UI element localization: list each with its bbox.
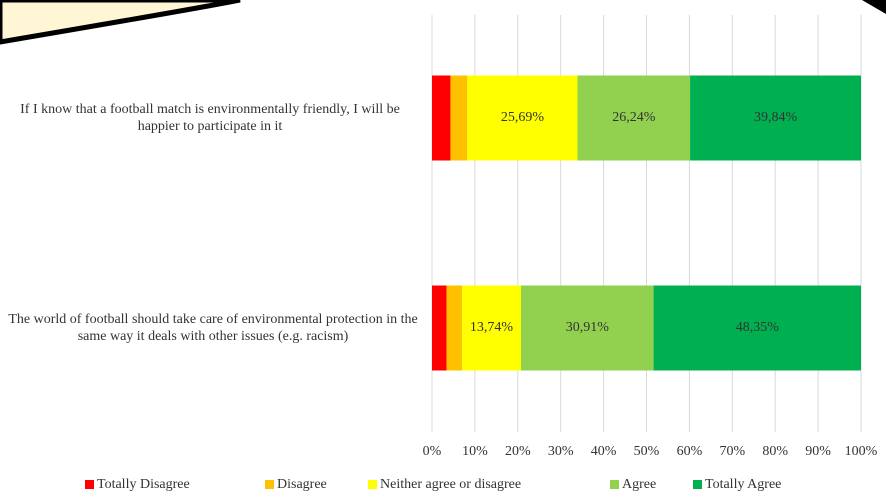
value-label: 39,84%: [754, 110, 798, 125]
x-tick-label: 60%: [677, 444, 703, 459]
value-label: 48,35%: [736, 320, 780, 335]
bar-segment: [462, 285, 521, 371]
bar-segment: [467, 75, 578, 161]
x-tick-label: 100%: [845, 444, 878, 459]
x-tick-label: 70%: [719, 444, 745, 459]
value-label: 30,91%: [566, 320, 610, 335]
bar-segment: [653, 285, 861, 371]
legend-swatch: [85, 480, 94, 489]
bar-segment: [520, 285, 654, 371]
legend-swatch: [610, 480, 619, 489]
legend-label: Totally Disagree: [97, 477, 190, 492]
legend-swatch: [368, 480, 377, 489]
bar-segment: [577, 75, 691, 161]
x-tick-label: 40%: [591, 444, 617, 459]
x-tick-label: 10%: [462, 444, 488, 459]
value-label: 25,69%: [501, 110, 545, 125]
decoration: [862, 0, 886, 14]
category-label: The world of football should take care o…: [8, 312, 418, 344]
x-tick-label: 20%: [505, 444, 531, 459]
legend-label: Totally Agree: [705, 477, 781, 492]
category-label: If I know that a football match is envir…: [20, 102, 400, 134]
bar-segment: [690, 75, 861, 161]
value-label: 13,74%: [470, 320, 514, 335]
legend-label: Agree: [622, 477, 656, 492]
x-tick-label: 0%: [423, 444, 442, 459]
legend-label: Neither agree or disagree: [380, 477, 521, 492]
x-tick-label: 50%: [634, 444, 660, 459]
x-tick-label: 90%: [805, 444, 831, 459]
bar-segment: [432, 285, 447, 371]
legend-label: Disagree: [277, 477, 327, 492]
bar-segment: [432, 75, 451, 161]
bar-segment: [446, 285, 463, 371]
value-label: 26,24%: [612, 110, 656, 125]
legend-swatch: [693, 480, 702, 489]
bar-segment: [450, 75, 468, 161]
legend-swatch: [265, 480, 274, 489]
decoration: [0, 0, 241, 45]
x-tick-label: 80%: [762, 444, 788, 459]
x-tick-label: 30%: [548, 444, 574, 459]
